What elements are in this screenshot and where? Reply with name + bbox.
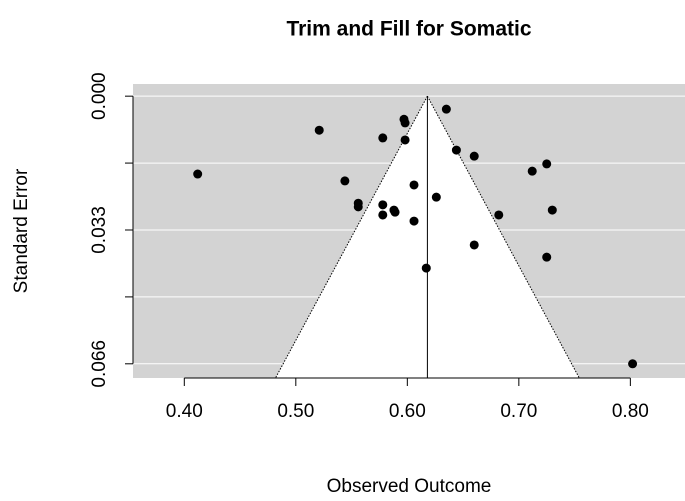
funnel-edge xyxy=(275,95,428,379)
study-point xyxy=(451,145,461,155)
study-point xyxy=(340,176,350,186)
study-point xyxy=(400,135,410,145)
study-point xyxy=(409,216,419,226)
funnel-edge xyxy=(426,95,580,379)
x-tick-label: 0.80 xyxy=(612,401,649,422)
study-point xyxy=(469,240,479,250)
y-tick-label: 0.033 xyxy=(89,206,110,254)
study-point xyxy=(353,202,363,212)
study-point xyxy=(542,252,552,262)
study-point xyxy=(400,118,410,128)
x-tick-label: 0.50 xyxy=(277,401,314,422)
study-point xyxy=(494,210,504,220)
study-point xyxy=(547,205,557,215)
study-point xyxy=(421,263,431,273)
study-point xyxy=(193,169,203,179)
y-tick-label: 0.066 xyxy=(89,340,110,388)
x-tick-label: 0.40 xyxy=(166,401,203,422)
study-point xyxy=(378,133,388,143)
study-point xyxy=(390,207,400,217)
y-tick-label: 0.000 xyxy=(89,72,110,120)
study-point xyxy=(441,104,451,114)
study-point xyxy=(314,125,324,135)
x-tick-label: 0.60 xyxy=(389,401,426,422)
y-axis-label: Standard Error xyxy=(11,168,32,293)
study-point xyxy=(378,200,388,210)
study-point xyxy=(409,180,419,190)
study-point xyxy=(431,192,441,202)
chart-title: Trim and Fill for Somatic xyxy=(286,18,531,41)
study-point xyxy=(542,159,552,169)
study-point xyxy=(378,210,388,220)
study-point xyxy=(469,151,479,161)
study-point xyxy=(527,166,537,176)
x-tick-label: 0.70 xyxy=(500,401,537,422)
x-axis-label: Observed Outcome xyxy=(327,476,492,497)
study-point xyxy=(628,359,638,369)
